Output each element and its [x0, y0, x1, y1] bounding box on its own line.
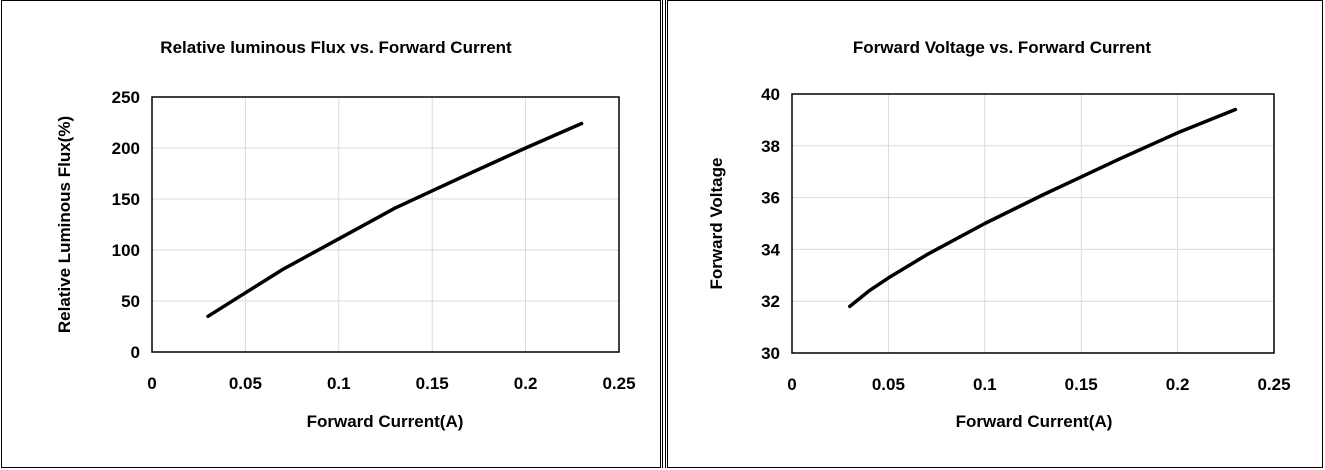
x-tick-label: 0.15: [1065, 375, 1098, 394]
y-tick-label: 38: [761, 137, 780, 156]
series-line: [206, 121, 584, 319]
series-line: [848, 107, 1238, 309]
plot-area-border: [151, 96, 620, 353]
y-tick-label: 36: [761, 189, 780, 208]
x-tick-label: 0.05: [872, 375, 905, 394]
chart-title: Relative luminous Flux vs. Forward Curre…: [160, 38, 512, 57]
chart-title: Forward Voltage vs. Forward Current: [853, 38, 1152, 57]
x-tick-label: 0: [787, 375, 796, 394]
x-tick-label: 0: [147, 374, 156, 393]
chart-panel-right: Forward Voltage vs. Forward Current 0 0.05…: [667, 0, 1323, 468]
x-tick-label: 0.25: [602, 374, 635, 393]
x-tick-label: 0.05: [229, 374, 262, 393]
chart-panel-left: Relative luminous Flux vs. Forward Curre…: [1, 0, 661, 468]
y-tick-label: 200: [112, 139, 140, 158]
y-axis-label: Forward Voltage: [707, 158, 726, 290]
y-tick-label: 250: [112, 88, 140, 107]
y-axis-label: Relative Luminous Flux(%): [55, 116, 74, 333]
y-tick-label: 0: [131, 343, 140, 362]
y-tick-label: 150: [112, 190, 140, 209]
x-tick-label: 0.1: [327, 374, 351, 393]
y-tick-label: 50: [121, 292, 140, 311]
x-tick-label: 0.2: [1166, 375, 1190, 394]
plot-area-border: [791, 93, 1275, 354]
y-tick-label: 100: [112, 241, 140, 260]
chart-voltage-vs-current: Forward Voltage vs. Forward Current 0 0.05…: [707, 38, 1291, 431]
chart-flux-vs-current: Relative luminous Flux vs. Forward Curre…: [55, 38, 636, 431]
y-tick-label: 30: [761, 344, 780, 363]
y-tick-label: 40: [761, 85, 780, 104]
x-axis-label: Forward Current(A): [307, 412, 464, 431]
x-tick-label: 0.15: [416, 374, 449, 393]
x-tick-label: 0.1: [973, 375, 997, 394]
x-tick-label: 0.25: [1257, 375, 1290, 394]
x-axis-label: Forward Current(A): [956, 412, 1113, 431]
y-tick-label: 32: [761, 292, 780, 311]
y-tick-label: 34: [761, 240, 780, 259]
panel-divider: [661, 0, 667, 468]
x-tick-label: 0.2: [514, 374, 538, 393]
